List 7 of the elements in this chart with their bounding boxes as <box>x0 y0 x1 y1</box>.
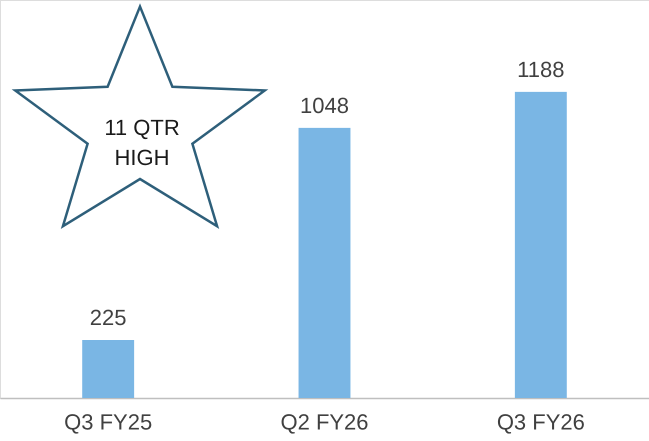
x-tick-label: Q2 FY26 <box>280 410 369 434</box>
data-label: 1048 <box>300 92 349 118</box>
x-tick-label: Q3 FY25 <box>64 410 152 434</box>
data-label: 225 <box>90 305 127 330</box>
x-tick-label: Q3 FY26 <box>496 410 585 434</box>
annotation: 11 QTR HIGH <box>104 115 180 170</box>
data-label: 1188 <box>517 56 564 82</box>
